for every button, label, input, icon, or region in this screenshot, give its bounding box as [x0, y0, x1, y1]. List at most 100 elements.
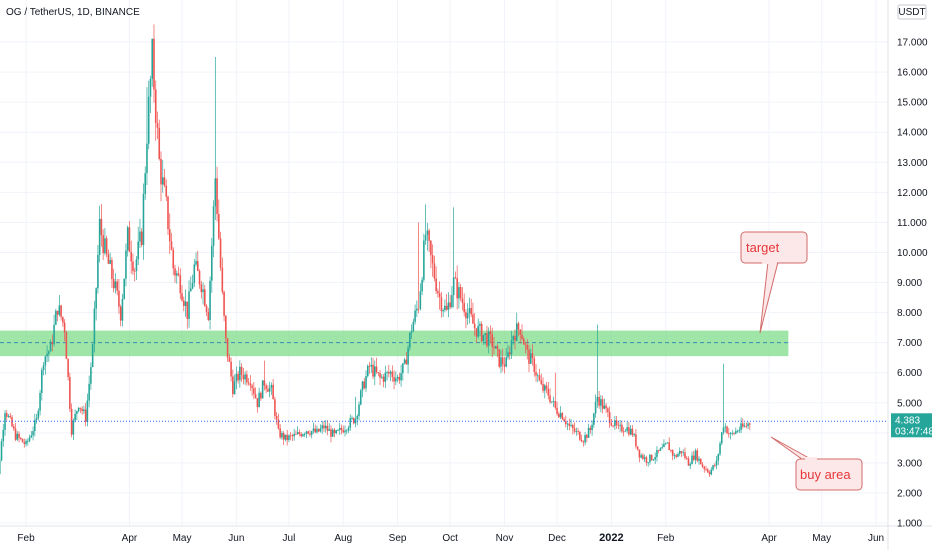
candle-body — [699, 458, 702, 465]
candle-body — [465, 312, 467, 319]
candle-body — [740, 423, 742, 431]
candle-body — [668, 442, 671, 451]
candle-body — [631, 428, 634, 436]
candle-body — [538, 375, 541, 381]
price-axis[interactable]: 1.0002.0003.0004.0005.0006.0007.0008.000… — [891, 38, 932, 530]
candle-body — [281, 433, 283, 438]
candle-body — [598, 396, 600, 406]
candle-body — [46, 353, 48, 357]
candle-body — [335, 430, 338, 434]
candle-body — [633, 434, 635, 436]
x-tick-label: May — [173, 533, 192, 544]
candle-body — [319, 428, 322, 432]
candle-body — [114, 281, 117, 289]
candle-body — [437, 291, 439, 294]
candle-body — [14, 428, 17, 440]
candle-body — [514, 335, 516, 341]
candle-body — [55, 310, 57, 325]
candle-body — [747, 423, 749, 426]
support-resistance-zone-layer — [0, 330, 789, 357]
candle-body — [172, 249, 175, 269]
candle-body — [175, 273, 178, 276]
candle-body — [713, 465, 716, 467]
candle-body — [524, 344, 527, 346]
candle-body — [338, 427, 341, 430]
candle-body — [701, 464, 704, 467]
candle-body — [133, 270, 136, 272]
time-axis[interactable]: Feb Apr May Jun Jul Aug Sep Oct Nov Dec 2022 Feb Apr… — [17, 532, 884, 544]
x-tick-label: Feb — [17, 533, 35, 544]
candle-body — [749, 423, 751, 425]
candle-body — [373, 366, 376, 377]
candle-body — [30, 435, 33, 438]
candle-body — [449, 302, 451, 308]
candle-body — [359, 390, 362, 405]
candle-body — [391, 371, 394, 378]
candle-body — [645, 457, 648, 463]
candle-body — [600, 399, 602, 406]
candle-body — [202, 289, 204, 293]
currency-label-box[interactable]: USDT — [897, 4, 927, 20]
y-tick-label: 1.000 — [897, 519, 922, 530]
candle-body — [461, 298, 464, 303]
candle-body — [375, 366, 378, 373]
candle-body — [416, 308, 418, 311]
y-tick-label: 7.000 — [897, 338, 922, 349]
candle-body — [60, 305, 62, 318]
x-tick-label: Feb — [657, 533, 675, 544]
candle-body — [44, 356, 47, 366]
candle-body — [617, 425, 620, 426]
y-tick-label: 6.000 — [897, 368, 922, 379]
candle-body — [232, 376, 234, 395]
candle-body — [140, 231, 143, 245]
candle-body — [487, 331, 490, 346]
currency-label: USDT — [898, 7, 925, 18]
candle-body — [622, 431, 625, 433]
candle-body — [340, 427, 343, 431]
candle-body — [254, 394, 257, 399]
candle-body — [298, 432, 301, 435]
candle-body — [289, 435, 292, 437]
candle-body — [680, 450, 683, 453]
candle-body — [642, 455, 644, 459]
candle-body — [135, 259, 138, 272]
candle-body — [586, 435, 588, 438]
y-tick-label: 5.000 — [897, 398, 922, 409]
x-tick-label: Nov — [496, 533, 514, 544]
candle-body — [484, 333, 486, 335]
candle-body — [251, 385, 253, 389]
candle-body — [596, 396, 599, 402]
candle-body — [433, 263, 436, 279]
candle-body — [626, 427, 628, 431]
target-callout-text: target — [746, 240, 780, 255]
candle-body — [32, 431, 34, 436]
candle-body — [494, 346, 497, 349]
candle-body — [182, 300, 185, 306]
x-tick-label: Jul — [283, 533, 296, 544]
candle-body — [545, 385, 548, 389]
candle-body — [582, 441, 585, 443]
candle-body — [193, 264, 196, 283]
candle-body — [328, 429, 331, 431]
candle-body — [573, 428, 576, 432]
candle-body — [126, 227, 129, 251]
candle-body — [664, 443, 667, 445]
candle-body — [475, 328, 478, 337]
candle-body — [65, 332, 68, 359]
candle-body — [565, 421, 567, 425]
candle-body — [342, 430, 345, 433]
candle-body — [708, 472, 711, 475]
candle-body — [261, 380, 264, 399]
candle-body — [91, 343, 94, 368]
candle-body — [515, 323, 518, 341]
candle-body — [685, 457, 688, 459]
candle-body — [531, 353, 534, 359]
y-tick-label: 17.000 — [897, 38, 928, 49]
candle-body — [305, 431, 308, 435]
candle-body — [638, 449, 641, 458]
candle-body — [363, 381, 366, 389]
candle-body — [154, 89, 157, 123]
candle-body — [165, 185, 168, 197]
